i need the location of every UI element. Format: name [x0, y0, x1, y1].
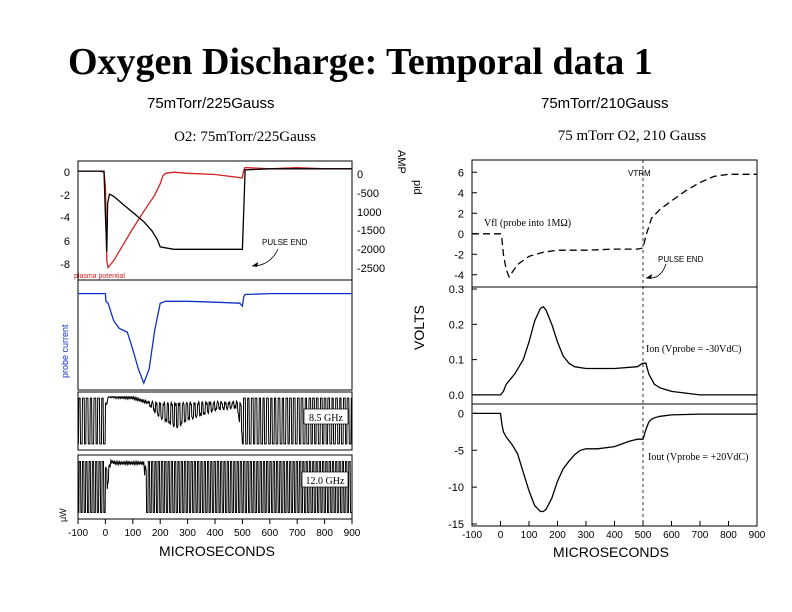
right-y-tick-label: -10 — [448, 482, 464, 494]
left-right-y-tick-label: -1500 — [357, 225, 385, 237]
left-series-red-trace — [78, 166, 352, 270]
slide-title: Oxygen Discharge: Temporal data 1 — [68, 41, 653, 83]
left-12ghz-label: 12.0 GHz — [306, 476, 345, 487]
right-y-axis: 6 4 2 0 -2 -4 0.3 0.2 0.1 0.0 0 -5 -10 -15 — [448, 167, 477, 531]
right-top-marker-label: VTRM — [628, 169, 651, 178]
right-y-tick-label: 4 — [458, 188, 464, 200]
left-right-y-tick-label: -2500 — [357, 263, 385, 275]
right-y-tick-label: 0.3 — [449, 284, 464, 296]
left-series-black-trace — [78, 168, 352, 252]
left-x-tick-label: 200 — [152, 528, 169, 539]
right-traces — [472, 173, 757, 513]
left-y-tick-label: -4 — [60, 212, 70, 224]
right-vfl-annotation: Vfl (probe into 1MΩ) — [484, 218, 571, 229]
left-y-tick-label: -8 — [60, 259, 70, 271]
left-panel-subtitle: 75mTorr/225Gauss — [147, 95, 275, 112]
right-x-tick-label: -100 — [462, 530, 482, 541]
left-12ghz-box — [301, 471, 349, 488]
right-y-tick-label: 0 — [458, 229, 464, 241]
right-y-tick-label: 0.2 — [449, 319, 464, 331]
right-series-electron-current — [472, 412, 757, 513]
left-chart-title: O2: 75mTorr/225Gauss — [174, 129, 316, 145]
left-traces — [77, 166, 352, 513]
left-y-tick-label: 6 — [64, 236, 70, 248]
left-series-blue-trace — [78, 292, 352, 386]
left-x-tick-label: 700 — [289, 528, 306, 539]
left-mid-rotated-label: probe current — [60, 324, 70, 378]
left-x-tick-label: -100 — [68, 528, 88, 539]
right-top-rotated-label: AMP — [395, 150, 407, 174]
right-x-tick-label: 600 — [663, 530, 680, 541]
right-y-tick-label: -4 — [454, 270, 464, 282]
right-frame — [471, 159, 758, 527]
left-right-y-tick-label: 1000 — [357, 207, 381, 219]
right-x-tick-label: 400 — [606, 530, 623, 541]
left-x-tick-label: 100 — [124, 528, 141, 539]
left-chart: O2: 75mTorr/225Gauss -100 0 100 200 300 400 50… — [58, 129, 423, 559]
left-x-tick-label: 0 — [103, 528, 109, 539]
left-x-tick-label: 900 — [344, 528, 361, 539]
right-x-axis-label: MICROSECONDS — [553, 544, 669, 560]
left-top-frame — [77, 160, 353, 281]
right-x-tick-label: 800 — [720, 530, 737, 541]
left-top-right-rotated-label: pid — [411, 180, 423, 195]
right-x-tick-label: 300 — [578, 530, 595, 541]
left-85ghz-box — [303, 408, 349, 425]
right-y-tick-label: -2 — [454, 249, 464, 261]
right-y-tick-label: 6 — [458, 167, 464, 179]
right-y-tick-label: 0.0 — [449, 390, 464, 402]
right-pulse-end-arrowhead — [646, 274, 652, 279]
right-electron-annotation: Iout (Vprobe = +20VdC) — [648, 452, 748, 463]
right-chart-title: 75 mTorr O2, 210 Gauss — [558, 128, 707, 144]
right-x-axis: -100 0 100 200 300 400 500 600 700 800 900 — [462, 521, 766, 541]
left-top-rotated-label: plasma potential — [74, 273, 125, 280]
left-y-tick-label: 0 — [64, 167, 70, 179]
right-pulse-end-label: PULSE END — [658, 255, 704, 264]
left-y-tick-label: -2 — [60, 190, 70, 202]
right-ion-annotation: Ion (Vprobe = -30VdC) — [646, 344, 741, 355]
right-series-floating-potential — [472, 173, 757, 279]
left-x-tick-label: 400 — [207, 528, 224, 539]
right-x-tick-label: 0 — [498, 530, 504, 541]
left-x-axis: -100 0 100 200 300 400 500 600 700 800 900 — [68, 519, 361, 539]
right-series-ion-current — [472, 305, 757, 396]
left-x-axis-label: MICROSECONDS — [159, 543, 275, 559]
left-x-tick-label: 500 — [234, 528, 251, 539]
left-pulse-end-arrowhead — [252, 262, 258, 267]
right-y-tick-label: 0.1 — [449, 355, 464, 367]
right-panel-subtitle: 75mTorr/210Gauss — [541, 95, 669, 112]
right-x-tick-label: 700 — [692, 530, 709, 541]
right-y-tick-label: 0 — [458, 408, 464, 420]
left-x-tick-label: 300 — [179, 528, 196, 539]
left-right-y-axis: 0 -500 1000 -1500 -2000 -2500 — [357, 169, 385, 275]
left-right-y-tick-label: -500 — [357, 188, 379, 200]
left-series-12-0-ghz-fringe — [78, 458, 352, 513]
left-probe-frame — [77, 279, 353, 391]
left-right-y-tick-label: -2000 — [357, 244, 385, 256]
right-y-tick-label: -5 — [454, 445, 464, 457]
left-x-tick-label: 600 — [261, 528, 278, 539]
right-volts-label: VOLTS — [411, 305, 427, 350]
left-x-tick-label: 800 — [316, 528, 333, 539]
right-x-tick-label: 900 — [749, 530, 766, 541]
right-chart: 75 mTorr O2, 210 Gauss -100 0 100 200 300 400… — [395, 128, 766, 560]
right-y-tick-label: -15 — [448, 519, 464, 531]
right-x-tick-label: 500 — [635, 530, 652, 541]
right-y-tick-label: 2 — [458, 208, 464, 220]
left-pulse-end-label: PULSE END — [262, 238, 308, 247]
left-y-axis: 0 -2 -4 6 -8 — [60, 167, 70, 271]
right-x-tick-label: 200 — [549, 530, 566, 541]
left-85ghz-label: 8.5 GHz — [309, 413, 343, 424]
left-series-8-5-ghz-fringe — [77, 395, 352, 445]
left-right-y-tick-label: 0 — [357, 169, 363, 181]
left-85ghz-frame — [77, 391, 353, 451]
left-bottom-rotated-label: μW — [58, 508, 68, 522]
right-x-tick-label: 100 — [521, 530, 538, 541]
